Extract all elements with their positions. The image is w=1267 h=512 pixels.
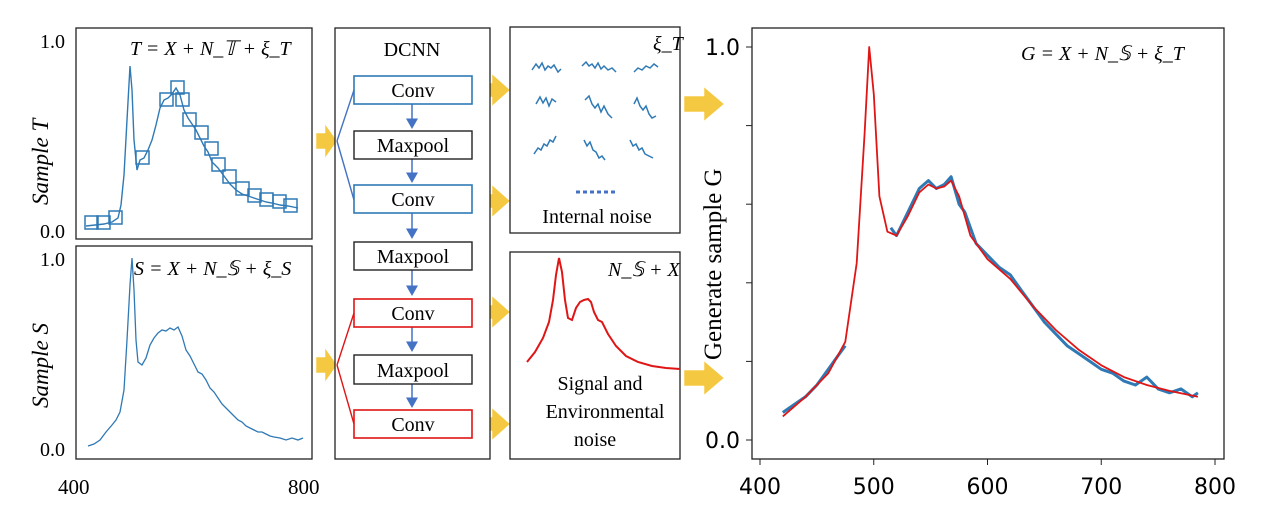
dcnn-connectors: [336, 89, 355, 425]
signal-noise-symbol: N_𝕊 + X: [607, 259, 681, 281]
panel-s-ylabel: Sample S: [28, 323, 53, 408]
chart-g-series-red: [782, 46, 1199, 418]
panel-t-ytick-top: 1.0: [40, 31, 65, 53]
dcnn-layer-conv-1: Conv: [353, 75, 473, 105]
panel-s-equation: S = X + N_𝕊 + ξ_S: [134, 258, 291, 280]
dcnn-layer-label: Conv: [391, 303, 434, 325]
dcnn-title: DCNN: [384, 39, 441, 61]
dcnn-layer-label: Conv: [391, 80, 434, 102]
panel-s-ytick-top: 1.0: [40, 249, 65, 271]
dcnn-layer-label: Maxpool: [377, 135, 450, 157]
chart-g-series: [781, 46, 1199, 418]
panel-s-ytick-bottom: 0.0: [40, 439, 65, 461]
panel-s-xtick-400: 400: [58, 475, 90, 499]
dcnn-layer-conv-4: Conv: [353, 409, 473, 439]
noise-snippets: [531, 60, 659, 161]
panel-t-squares: [84, 80, 298, 230]
panel-s-frame: [75, 245, 313, 460]
chart-g-xtick-label: 400: [739, 475, 781, 500]
dcnn-layer-label: Maxpool: [377, 360, 450, 382]
arrow-t-to-dcnn: [315, 123, 338, 159]
chart-g-ytick-label: 1.0: [705, 36, 740, 61]
chart-g-ticks: 400 500 600 700 800 1.0 0.0: [705, 36, 1236, 500]
arrow-signal-to-g: [683, 360, 725, 396]
signal-noise-box: N_𝕊 + X Signal and Environmental noise: [509, 251, 681, 460]
dcnn-layer-maxpool-3: Maxpool: [353, 354, 473, 385]
dcnn-layer-maxpool-2: Maxpool: [353, 241, 473, 271]
dcnn-block: DCNN Conv Maxpool Conv: [334, 27, 491, 460]
chart-g-equation: G = X + N_𝕊 + ξ_T: [1021, 43, 1186, 65]
panel-t-equation: T = X + N_𝕋 + ξ_T: [130, 38, 293, 60]
chart-g-frame: [751, 27, 1225, 460]
panel-s-curve: [87, 257, 304, 447]
internal-noise-label: Internal noise: [542, 206, 652, 228]
signal-noise-frame: [509, 251, 681, 460]
dcnn-layer-label: Maxpool: [377, 246, 450, 268]
chart-g-xtick-label: 600: [967, 475, 1009, 500]
panel-s: 1.0 0.0 Sample S S = X + N_𝕊 + ξ_S 400 8…: [28, 245, 320, 499]
panel-t: 1.0 0.0 Sample T T = X + N_𝕋 + ξ_T: [28, 27, 313, 243]
chart-g: Generate sample G G = X + N_𝕊 + ξ_T 400 5…: [700, 27, 1236, 500]
dcnn-layer-label: Conv: [391, 414, 434, 436]
dcnn-layer-maxpool-1: Maxpool: [353, 130, 473, 160]
dcnn-layer-conv-2: Conv: [353, 184, 473, 214]
internal-noise-box: ξ_T Internal noise: [509, 26, 685, 234]
chart-g-xtick-label: 700: [1080, 475, 1122, 500]
arrow-s-to-dcnn: [315, 347, 338, 383]
signal-noise-label-line-1: Signal and: [558, 373, 643, 395]
chart-g-ytick-label: 0.0: [705, 429, 740, 454]
chart-g-xtick-label: 500: [853, 475, 895, 500]
chart-g-xtick-label: 800: [1194, 475, 1236, 500]
panel-t-ytick-bottom: 0.0: [40, 221, 65, 243]
signal-noise-label-line-3: noise: [574, 429, 616, 451]
panel-s-xtick-800: 800: [288, 475, 320, 499]
chart-g-ylabel: Generate sample G: [700, 168, 727, 360]
internal-noise-frame: [509, 26, 681, 234]
arrow-internal-to-g: [683, 86, 725, 122]
dcnn-layer-conv-3: Conv: [353, 298, 473, 328]
signal-curve: [526, 257, 681, 370]
panel-t-ylabel: Sample T: [28, 117, 53, 205]
dcnn-layer-label: Conv: [391, 189, 434, 211]
internal-noise-symbol: ξ_T: [653, 33, 685, 55]
signal-noise-label-line-2: Environmental: [546, 401, 665, 423]
